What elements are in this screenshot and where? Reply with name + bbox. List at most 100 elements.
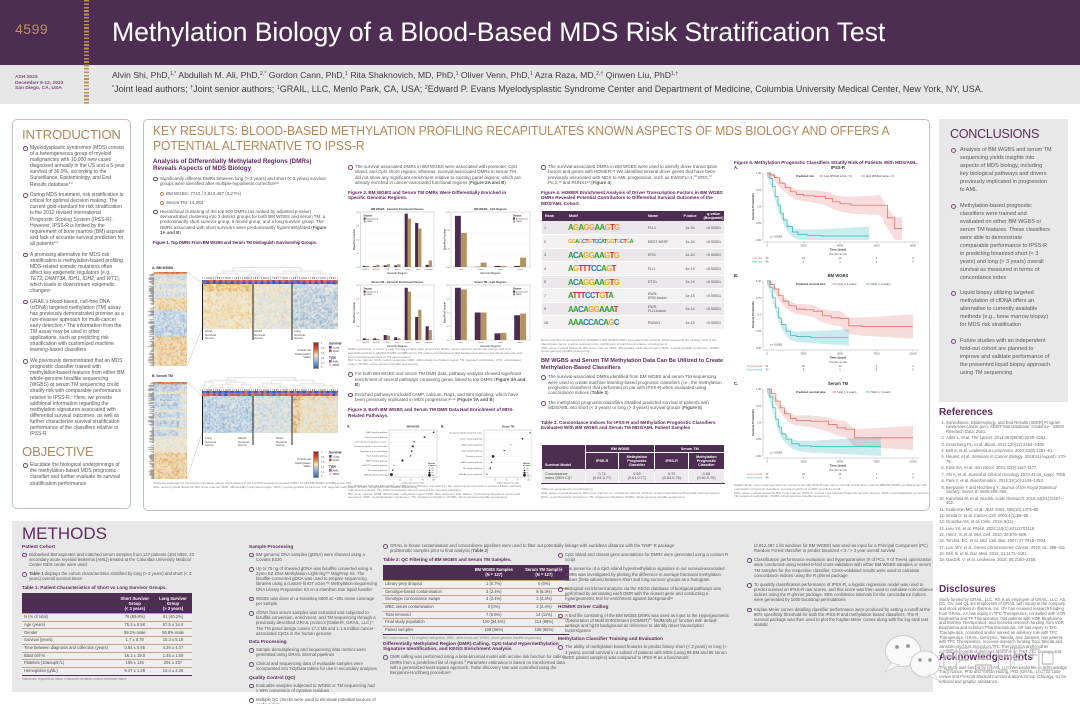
svg-text:0.4: 0.4 [356, 312, 360, 314]
svg-text:3pUTR: 3pUTR [373, 342, 380, 344]
svg-text:Predicted survival time: Predicted survival time [796, 282, 826, 286]
svg-text:BM WGBS - CpG Regions: BM WGBS - CpG Regions [474, 207, 507, 211]
svg-text:Survival: Survival [329, 450, 342, 454]
svg-text:Long survival: Long survival [747, 472, 763, 476]
svg-text:0.0: 0.0 [356, 340, 360, 342]
svg-text:inter: inter [459, 268, 463, 271]
svg-text:none: none [416, 342, 421, 344]
svg-text:11: 11 [839, 472, 842, 476]
svg-text:PI3K-Akt signaling pathway-: PI3K-Akt signaling pathway- [459, 473, 483, 476]
svg-text:MAPK signaling pathway-: MAPK signaling pathway- [461, 461, 483, 464]
svg-text:Long: Long [333, 454, 340, 458]
svg-text:Background: Background [366, 217, 378, 220]
svg-text:1: 1 [912, 472, 914, 476]
svg-text:Background: Background [366, 290, 378, 293]
svg-text:0.2: 0.2 [356, 253, 360, 255]
svg-text:25: 25 [432, 468, 434, 470]
svg-text:50: 50 [527, 470, 529, 472]
svg-text:2500: 2500 [801, 352, 807, 356]
svg-text:0.75: 0.75 [756, 404, 762, 408]
svg-text:75: 75 [527, 473, 529, 475]
svg-text:CDS: CDS [385, 342, 390, 344]
svg-text:AML: AML [333, 359, 340, 363]
svg-text:B.: B. [734, 273, 738, 278]
svg-text:50: 50 [432, 470, 434, 472]
svg-text:Number at risk: Number at risk [829, 252, 847, 256]
svg-text:75: 75 [432, 473, 434, 475]
svg-text:Short (< 3 years): Short (< 3 years) [871, 282, 891, 286]
svg-text:64: 64 [766, 476, 769, 480]
svg-text:0.75: 0.75 [756, 296, 762, 300]
svg-text:PI3K-Akt signaling pathway-: PI3K-Akt signaling pathway- [364, 473, 388, 476]
svg-text:Survival: Survival [329, 341, 342, 345]
svg-text:Long survival: Long survival [747, 364, 763, 368]
svg-text:Wnt signaling pathway-: Wnt signaling pathway- [463, 467, 483, 470]
svg-text:Dataset: Dataset [364, 215, 373, 218]
svg-text:shelf: shelf [498, 269, 503, 271]
svg-text:intron: intron [405, 268, 411, 271]
svg-text:Rap1 signaling pathway-: Rap1 signaling pathway- [367, 455, 388, 458]
svg-text:0.50: 0.50 [446, 230, 451, 232]
svg-text:0: 0 [766, 244, 768, 248]
svg-text:Genomic Regions: Genomic Regions [387, 345, 408, 348]
svg-text:of genes: of genes [523, 465, 531, 467]
svg-text:0.6: 0.6 [356, 226, 360, 228]
svg-text:5pUTR: 5pUTR [363, 342, 370, 344]
svg-text:DMRs: DMRs [516, 221, 523, 223]
svg-text:Dataset: Dataset [364, 288, 373, 291]
svg-text:intron: intron [405, 341, 411, 344]
svg-text:0.75: 0.75 [446, 212, 451, 214]
svg-text:75: 75 [516, 480, 518, 482]
svg-text:Time (days): Time (days) [830, 464, 847, 468]
svg-text:High (IPSS-R score ≥ 3): High (IPSS-R score ≥ 3) [866, 174, 894, 178]
svg-text:Pathways in cancer-: Pathways in cancer- [465, 455, 482, 458]
svg-text:Type: Type [329, 464, 336, 468]
svg-text:Neuroactive ligand-receptor in: Neuroactive ligand-receptor interaction- [354, 445, 387, 448]
svg-text:7500: 7500 [874, 460, 880, 464]
svg-text:0: 0 [912, 256, 914, 260]
svg-text:IPSS-R: IPSS-R [831, 165, 845, 170]
svg-text:0.6: 0.6 [356, 299, 360, 301]
svg-text:Short survival: Short survival [746, 476, 762, 480]
svg-text:BM WGBS: BM WGBS [407, 424, 420, 428]
svg-text:Number at risk: Number at risk [829, 468, 847, 472]
svg-text:shore: shore [517, 268, 523, 271]
svg-text:MAPK signaling pathway-: MAPK signaling pathway- [366, 459, 388, 462]
svg-text:1.00: 1.00 [756, 171, 762, 175]
svg-text:Number: Number [428, 463, 435, 465]
svg-text:5pUTR: 5pUTR [363, 269, 370, 271]
svg-text:0.2: 0.2 [447, 326, 451, 328]
svg-text:50: 50 [505, 480, 507, 482]
svg-text:AML: AML [333, 468, 340, 472]
svg-text:Short (< 3 years): Short (< 3 years) [871, 390, 891, 394]
svg-text:Neuroactive ligand-receptor in: Neuroactive ligand-receptor interaction- [449, 432, 482, 435]
svg-text:0.0: 0.0 [447, 340, 451, 342]
svg-text:1.00: 1.00 [756, 279, 762, 283]
svg-text:inter: inter [459, 341, 463, 344]
svg-text:Time (days): Time (days) [830, 356, 847, 360]
svg-text:25: 25 [399, 480, 401, 482]
svg-text:Serum TM - CpG Regions: Serum TM - CpG Regions [474, 280, 507, 284]
svg-text:Low risk: Low risk [752, 256, 762, 260]
svg-text:75: 75 [421, 480, 423, 482]
svg-text:5000: 5000 [837, 352, 843, 356]
svg-text:0: 0 [912, 368, 914, 372]
svg-text:High risk: High risk [752, 260, 763, 264]
svg-text:p < 0.0001: p < 0.0001 [770, 450, 783, 454]
svg-text:Base/Pair Fraction: Base/Pair Fraction [444, 228, 447, 250]
svg-text:0: 0 [766, 352, 768, 356]
svg-text:Survival Probability: Survival Probability [751, 301, 755, 328]
svg-text:Long (> 3 years): Long (> 3 years) [837, 390, 856, 394]
svg-text:3: 3 [803, 260, 805, 264]
svg-text:8000: 8000 [910, 244, 916, 248]
svg-text:short: short [333, 349, 340, 353]
svg-text:Background: Background [516, 290, 528, 293]
svg-text:3pUTR: 3pUTR [373, 269, 380, 271]
svg-text:25: 25 [494, 480, 496, 482]
svg-text:Genomic Regions: Genomic Regions [480, 272, 501, 275]
svg-text:61: 61 [766, 364, 769, 368]
svg-text:Base/Pair Fraction: Base/Pair Fraction [353, 228, 356, 250]
svg-text:Low (IPSS-R score < 3): Low (IPSS-R score < 3) [824, 174, 851, 178]
svg-text:Background: Background [516, 217, 528, 220]
svg-text:none: none [416, 269, 421, 271]
